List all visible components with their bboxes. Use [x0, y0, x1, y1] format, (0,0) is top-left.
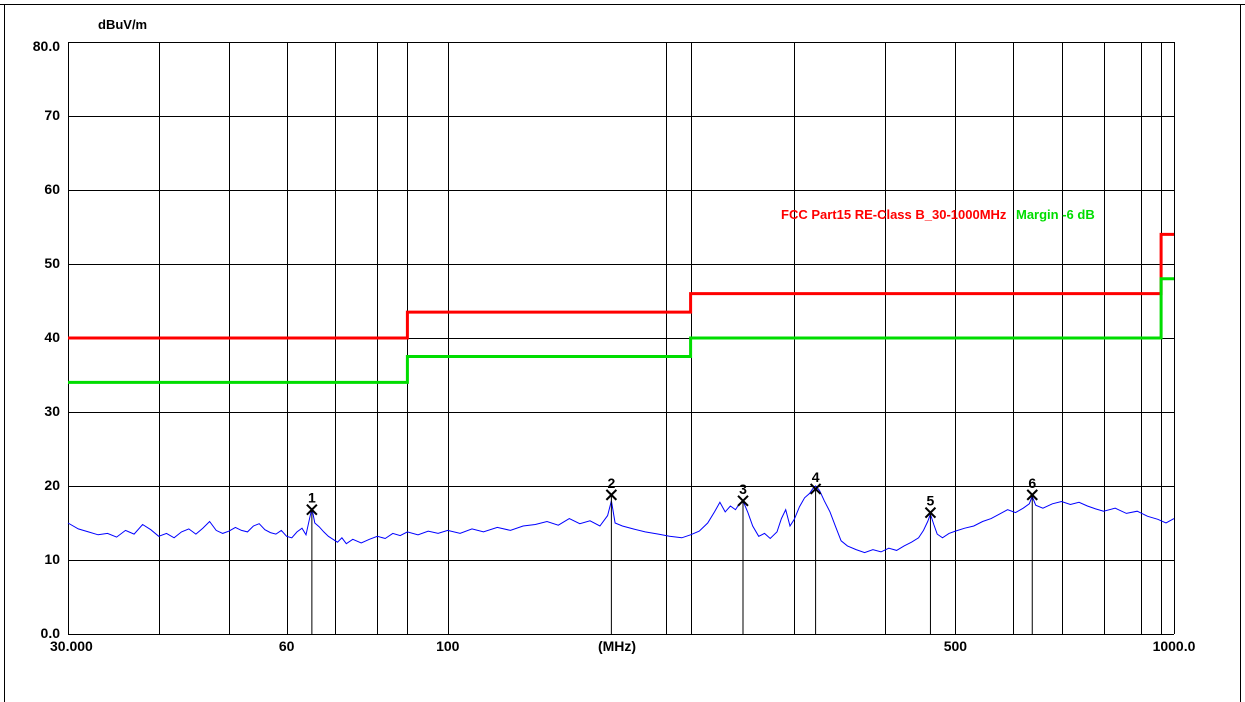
x-tick-label: 1000.0	[1153, 638, 1196, 654]
x-tick-label: 60	[279, 638, 295, 654]
marker-label: 4	[812, 469, 820, 485]
y-tick-label: 50	[44, 255, 60, 271]
legend-margin-label: Margin -6 dB	[1016, 207, 1095, 222]
legend-limit-label: FCC Part15 RE-Class B_30-1000MHz	[781, 207, 1007, 222]
limit-line-1	[68, 277, 1174, 384]
series-lines	[67, 232, 1175, 554]
y-tick-labels: 80.0 70 60 50 40 30 20 10 0.0	[33, 38, 60, 641]
y-tick-label: 40	[44, 329, 60, 345]
peak-markers: 1 2 3 4 5 6	[306, 469, 1038, 634]
y-tick-label: 20	[44, 477, 60, 493]
marker-label: 1	[308, 490, 316, 506]
y-tick-label: 10	[44, 551, 60, 567]
x-tick-label: 30.000	[50, 638, 93, 654]
y-tick-label: 30	[44, 403, 60, 419]
y-tick-label: 70	[44, 107, 60, 123]
x-tick-label: 100	[436, 638, 460, 654]
y-tick-label: 0.0	[41, 625, 61, 641]
x-tick-label: 500	[944, 638, 968, 654]
y-tick-label: 60	[44, 181, 60, 197]
emission-trace	[67, 485, 1175, 554]
y-axis-unit: dBuV/m	[98, 17, 147, 32]
marker-label: 6	[1028, 475, 1036, 491]
marker-cross	[737, 495, 749, 507]
legend: FCC Part15 RE-Class B_30-1000MHz Margin -…	[781, 207, 1095, 222]
marker-label: 2	[607, 475, 615, 491]
marker-label: 5	[927, 493, 935, 509]
limit-line-0	[68, 232, 1174, 340]
marker-cross	[605, 489, 618, 501]
y-tick-label: 80.0	[33, 38, 60, 54]
marker-cross	[1026, 489, 1038, 501]
marker-label: 3	[739, 481, 747, 497]
x-axis-unit: (MHz)	[598, 638, 636, 654]
x-tick-labels: 30.000 60 100 500 1000.0	[50, 638, 1196, 654]
marker-cross	[306, 503, 318, 516]
marker-cross	[809, 483, 822, 495]
marker-cross	[924, 506, 937, 519]
